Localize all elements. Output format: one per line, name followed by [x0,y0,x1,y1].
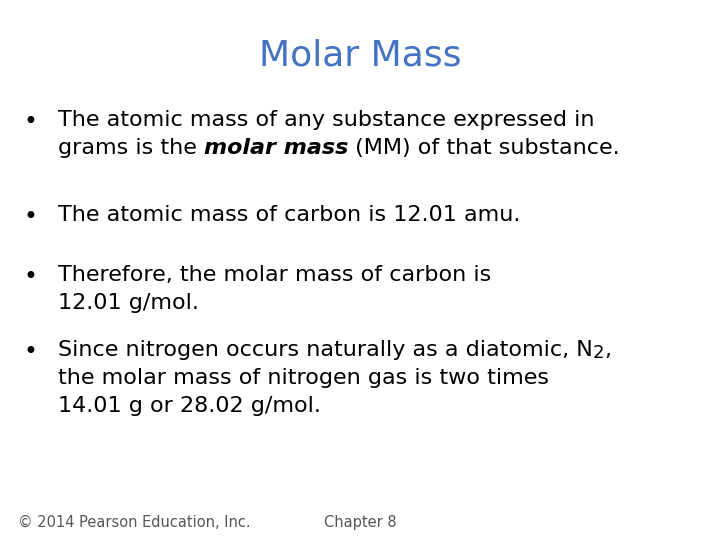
Text: the molar mass of nitrogen gas is two times: the molar mass of nitrogen gas is two ti… [58,368,549,388]
Text: Therefore, the molar mass of carbon is: Therefore, the molar mass of carbon is [58,265,491,285]
Text: •: • [23,265,37,289]
Text: 2: 2 [593,344,604,362]
Text: Since nitrogen occurs naturally as a diatomic, N: Since nitrogen occurs naturally as a dia… [58,340,593,360]
Text: The atomic mass of any substance expressed in: The atomic mass of any substance express… [58,110,595,130]
Text: Chapter 8: Chapter 8 [324,515,396,530]
Text: 12.01 g/mol.: 12.01 g/mol. [58,293,199,313]
Text: molar mass: molar mass [204,138,348,158]
Text: •: • [23,340,37,364]
Text: grams is the: grams is the [58,138,204,158]
Text: ,: , [604,340,611,360]
Text: (MM) of that substance.: (MM) of that substance. [348,138,620,158]
Text: Molar Mass: Molar Mass [258,38,462,72]
Text: © 2014 Pearson Education, Inc.: © 2014 Pearson Education, Inc. [18,515,251,530]
Text: 14.01 g or 28.02 g/mol.: 14.01 g or 28.02 g/mol. [58,396,321,416]
Text: The atomic mass of carbon is 12.01 amu.: The atomic mass of carbon is 12.01 amu. [58,205,521,225]
Text: •: • [23,205,37,229]
Text: •: • [23,110,37,134]
